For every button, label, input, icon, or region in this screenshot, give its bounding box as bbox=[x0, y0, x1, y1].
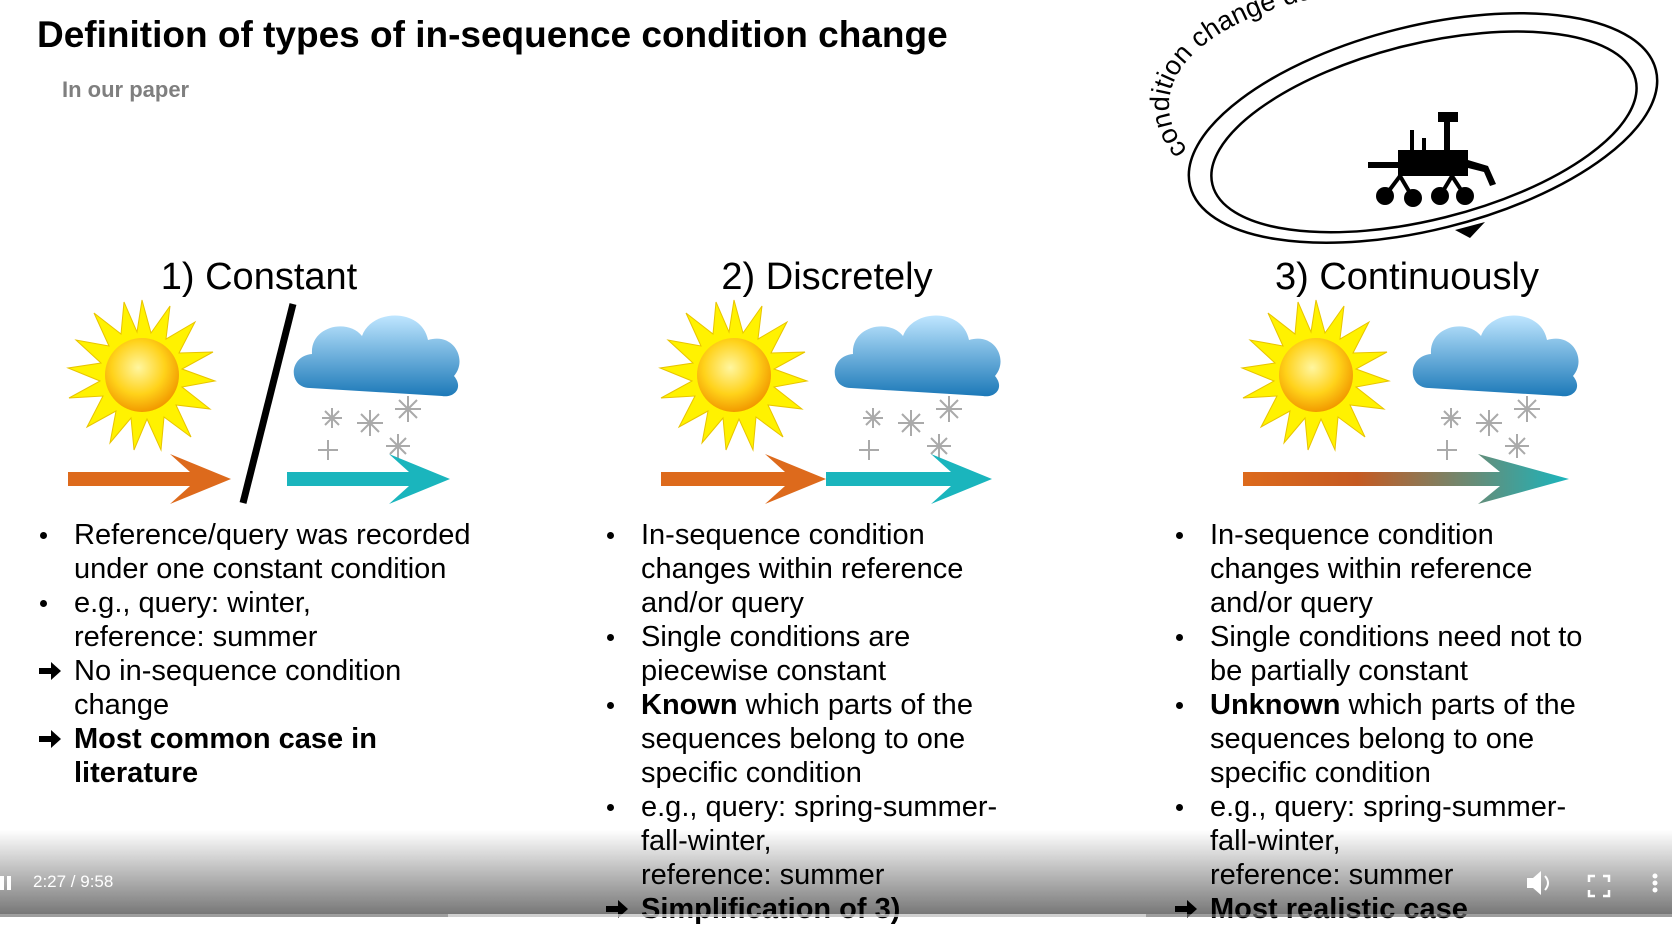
column-heading: 3) Continuously bbox=[1274, 256, 1540, 298]
bullet-item: Unknown which parts of the sequences belo… bbox=[1173, 688, 1593, 790]
bold-text: Most common case in literature bbox=[74, 723, 377, 789]
bullet-dot bbox=[1176, 634, 1183, 641]
bullet-dot bbox=[607, 804, 614, 811]
bullet-item: In-sequence condition changes within ref… bbox=[604, 518, 1004, 620]
bullet-list: In-sequence condition changes within ref… bbox=[1173, 518, 1593, 926]
bullet-item: In-sequence condition changes within ref… bbox=[1173, 518, 1593, 620]
fullscreen-button[interactable] bbox=[1587, 874, 1611, 898]
bullet-dot bbox=[40, 600, 47, 607]
video-controls bbox=[0, 830, 1672, 917]
bullet-dot bbox=[607, 702, 614, 709]
item-text: Reference/query was recorded under one c… bbox=[74, 519, 471, 585]
volume-button[interactable] bbox=[1527, 871, 1549, 895]
time-display: 2:27 / 9:58 bbox=[33, 872, 114, 891]
column-heading: 2) Discretely bbox=[721, 256, 933, 298]
bullet-list: In-sequence condition changes within ref… bbox=[604, 518, 1004, 926]
slide-subtitle: In our paper bbox=[62, 77, 190, 102]
item-text: Single conditions need not to be partial… bbox=[1210, 621, 1583, 687]
bullet-dot bbox=[607, 532, 614, 539]
item-text: No in-sequence condition change bbox=[74, 655, 402, 721]
bold-text: Unknown bbox=[1210, 689, 1341, 721]
bold-text: Known bbox=[641, 689, 738, 721]
bullet-dot bbox=[1176, 702, 1183, 709]
bullet-item: No in-sequence condition change bbox=[37, 654, 477, 722]
bullet-list: Reference/query was recorded under one c… bbox=[37, 518, 477, 790]
item-text: which parts of the sequences belong to o… bbox=[1210, 689, 1576, 789]
item-text: In-sequence condition changes within ref… bbox=[1210, 519, 1533, 619]
bullet-item: Known which parts of the sequences belong… bbox=[604, 688, 1004, 790]
item-text: e.g., query: winter, reference: summer bbox=[74, 587, 318, 653]
buffer-bar bbox=[448, 914, 1146, 917]
bullet-item: Most common case in literature bbox=[37, 722, 477, 790]
item-text: Single conditions are piecewise constant bbox=[641, 621, 911, 687]
bullet-item: Single conditions need not to be partial… bbox=[1173, 620, 1593, 688]
bullet-dot bbox=[1176, 532, 1183, 539]
bullet-item: e.g., query: winter, reference: summer bbox=[37, 586, 477, 654]
control-icons bbox=[0, 871, 1672, 917]
bullet-dot bbox=[1176, 804, 1183, 811]
arrow-marker bbox=[39, 730, 61, 748]
bullet-dot bbox=[40, 532, 47, 539]
bullet-item: Single conditions are piecewise constant bbox=[604, 620, 1004, 688]
column-heading: 1) Constant bbox=[160, 256, 358, 298]
bullet-dot bbox=[607, 634, 614, 641]
slide-title: Definition of types of in-sequence condi… bbox=[37, 14, 948, 55]
item-text: In-sequence condition changes within ref… bbox=[641, 519, 964, 619]
item-text: which parts of the sequences belong to o… bbox=[641, 689, 973, 789]
bullet-item: Reference/query was recorded under one c… bbox=[37, 518, 477, 586]
arrow-marker bbox=[39, 662, 61, 680]
pause-button[interactable] bbox=[0, 876, 4, 890]
more-button[interactable] bbox=[1652, 873, 1658, 893]
